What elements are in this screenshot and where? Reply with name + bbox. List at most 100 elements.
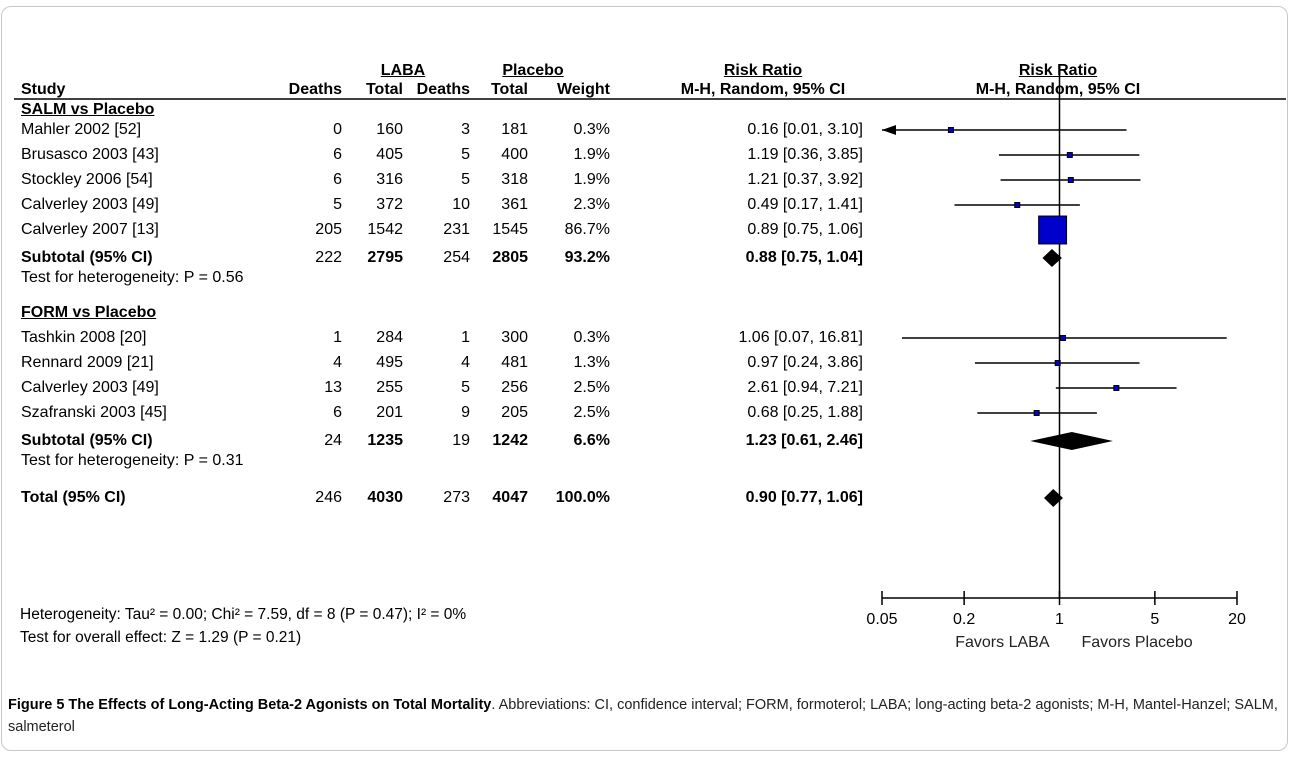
laba-deaths-cell: 222 [315,249,342,266]
figure-frame [1,6,1288,751]
study-name: Szafranski 2003 [45] [21,404,167,421]
laba-total-cell: 1235 [367,432,403,449]
placebo-deaths-cell: 3 [461,121,470,138]
placebo-deaths-cell: 254 [443,249,470,266]
laba-deaths-header: Deaths [288,81,342,98]
heterogeneity-footer: Heterogeneity: Tau² = 0.00; Chi² = 7.59,… [20,606,467,623]
laba-total-cell: 160 [376,121,403,138]
study-name: Calverley 2003 [49] [21,196,159,213]
laba-deaths-cell: 1 [333,329,342,346]
weight-cell: 0.3% [573,329,610,346]
laba-total-cell: 495 [376,354,403,371]
study-name: Rennard 2009 [21] [21,354,154,371]
placebo-deaths-cell: 19 [452,432,470,449]
laba-deaths-cell: 5 [333,196,342,213]
placebo-deaths-cell: 1 [461,329,470,346]
weight-cell: 6.6% [573,432,610,449]
weight-header: Weight [556,81,610,98]
study-name: Tashkin 2008 [20] [21,329,147,346]
risk-ratio-cell: 1.23 [0.61, 2.46] [745,432,863,449]
figure-caption: Figure 5 The Effects of Long-Acting Beta… [8,694,1283,738]
laba-deaths-cell: 6 [333,171,342,188]
study-name: Subtotal (95% CI) [21,249,153,266]
risk-ratio-cell: 0.88 [0.75, 1.04] [745,249,863,266]
weight-cell: 93.2% [564,249,610,266]
weight-cell: 1.9% [573,171,610,188]
placebo-total-cell: 400 [501,146,528,163]
method-header-left: M-H, Random, 95% CI [680,81,846,98]
placebo-total-cell: 205 [501,404,528,421]
risk-ratio-cell: 0.89 [0.75, 1.06] [747,221,863,238]
laba-deaths-cell: 6 [333,404,342,421]
laba-total-cell: 1542 [367,221,403,238]
group-label: SALM vs Placebo [21,101,155,118]
placebo-deaths-cell: 9 [461,404,470,421]
risk-ratio-cell: 1.21 [0.37, 3.92] [747,171,863,188]
laba-deaths-cell: 4 [333,354,342,371]
placebo-total-cell: 256 [501,379,528,396]
laba-total-cell: 4030 [367,489,403,506]
placebo-total-cell: 181 [501,121,528,138]
placebo-deaths-cell: 10 [452,196,470,213]
study-name: Subtotal (95% CI) [21,432,153,449]
laba-deaths-cell: 246 [315,489,342,506]
placebo-deaths-cell: 4 [461,354,470,371]
risk-ratio-cell: 0.90 [0.77, 1.06] [745,489,863,506]
placebo-total-cell: 318 [501,171,528,188]
study-name: Total (95% CI) [21,489,126,506]
placebo-deaths-cell: 231 [443,221,470,238]
risk-ratio-cell: 0.49 [0.17, 1.41] [747,196,863,213]
weight-cell: 2.5% [573,379,610,396]
group-label: FORM vs Placebo [21,304,157,321]
risk-ratio-cell: 2.61 [0.94, 7.21] [747,379,863,396]
risk-ratio-cell: 1.06 [0.07, 16.81] [738,329,863,346]
laba-deaths-cell: 6 [333,146,342,163]
weight-cell: 100.0% [555,489,610,506]
weight-cell: 2.5% [573,404,610,421]
placebo-total-cell: 361 [501,196,528,213]
weight-cell: 2.3% [573,196,610,213]
laba-total-cell: 372 [376,196,403,213]
overall-effect-footer: Test for overall effect: Z = 1.29 (P = 0… [20,629,302,646]
placebo-deaths-cell: 5 [461,171,470,188]
laba-deaths-cell: 205 [315,221,342,238]
laba-deaths-cell: 13 [324,379,342,396]
study-name: Test for heterogeneity: P = 0.56 [21,269,244,286]
caption-abbreviations: . Abbreviations: CI, confidence interval… [8,697,1278,735]
placebo-total-header: Total [490,81,528,98]
laba-total-cell: 255 [376,379,403,396]
risk-ratio-cell: 0.97 [0.24, 3.86] [747,354,863,371]
weight-cell: 0.3% [573,121,610,138]
study-name: Test for heterogeneity: P = 0.31 [21,452,244,469]
risk-ratio-cell: 0.16 [0.01, 3.10] [747,121,863,138]
laba-total-cell: 201 [376,404,403,421]
laba-total-header: Total [365,81,403,98]
placebo-total-cell: 4047 [492,489,528,506]
laba-deaths-cell: 24 [324,432,342,449]
method-header-right: M-H, Random, 95% CI [975,81,1141,98]
placebo-deaths-cell: 5 [461,379,470,396]
risk-ratio-header-right: Risk Ratio [1018,62,1098,79]
weight-cell: 86.7% [564,221,610,238]
laba-header: LABA [380,62,426,79]
placebo-total-cell: 1545 [492,221,528,238]
laba-deaths-cell: 0 [333,121,342,138]
risk-ratio-cell: 0.68 [0.25, 1.88] [747,404,863,421]
laba-total-cell: 405 [376,146,403,163]
placebo-total-cell: 1242 [492,432,528,449]
placebo-deaths-header: Deaths [416,81,470,98]
laba-total-cell: 284 [376,329,403,346]
placebo-deaths-cell: 5 [461,146,470,163]
laba-total-cell: 2795 [367,249,403,266]
placebo-header: Placebo [502,62,564,79]
caption-title: Figure 5 The Effects of Long-Acting Beta… [8,697,492,713]
study-name: Calverley 2003 [49] [21,379,159,396]
weight-cell: 1.3% [573,354,610,371]
study-name: Brusasco 2003 [43] [21,146,159,163]
weight-cell: 1.9% [573,146,610,163]
placebo-total-cell: 481 [501,354,528,371]
study-name: Calverley 2007 [13] [21,221,159,238]
placebo-total-cell: 300 [501,329,528,346]
study-name: Mahler 2002 [52] [21,121,142,138]
risk-ratio-cell: 1.19 [0.36, 3.85] [747,146,863,163]
